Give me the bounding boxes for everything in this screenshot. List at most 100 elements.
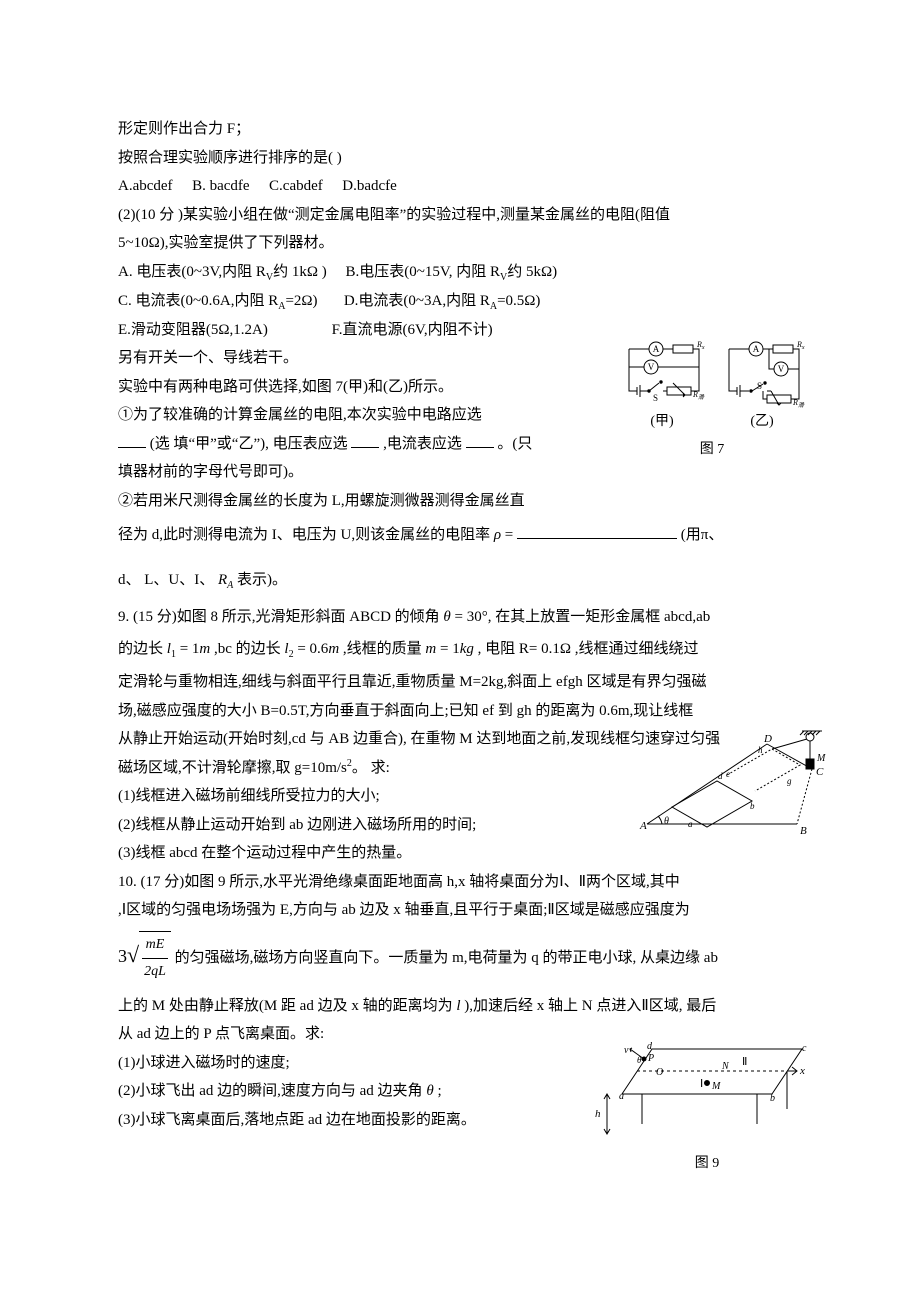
q2-blank2a: ②若用米尺测得金属丝的长度为 L,用螺旋测微器测得金属丝直 — [118, 487, 578, 516]
opt-a: A.abcdef — [118, 178, 173, 194]
formula-3sqrt: 3√mE2qL — [118, 931, 171, 986]
svg-text:M: M — [711, 1081, 721, 1092]
q2-blank1-row: (选 填“甲”或“乙”), 电压表应选 ,电流表应选 。(只 — [118, 430, 578, 459]
fig9-region: x a b c d M N Ⅰ Ⅱ P v θ O h — [118, 1049, 802, 1135]
q9-l4: 场,磁感应强度的大小 B=0.5T,方向垂直于斜面向上;已知 ef 到 gh 的… — [118, 697, 802, 726]
label-yi: (乙) — [717, 409, 807, 436]
svg-text:Ⅱ: Ⅱ — [742, 1056, 747, 1068]
q10-s2: (2)小球飞出 ad 边的瞬间,速度方向与 ad 边夹角 θ ; — [118, 1077, 538, 1106]
q9-l1: 9. (15 分)如图 8 所示,光滑矩形斜面 ABCD 的倾角 θ = 30°… — [118, 603, 802, 632]
svg-text:θ: θ — [664, 816, 669, 827]
q2-itemF: F.直流电源(6V,内阻不计) — [332, 322, 493, 338]
figure-8: M A B C D a b d e h g θ — [632, 729, 832, 839]
q10-l3b: 的匀强磁场,磁场方向竖直向下。一质量为 m,电荷量为 q 的带正电小球, 从桌边… — [175, 950, 718, 966]
q2-blank1a: ①为了较准确的计算金属丝的电阻,本次实验中电路应选 — [118, 401, 578, 430]
q2-more: 另有开关一个、导线若干。 — [118, 344, 578, 373]
q2-blank1e: 填器材前的字母代号即可)。 — [118, 458, 578, 487]
q10-l4: 上的 M 处由静止释放(M 距 ad 边及 x 轴的距离均为 l ),加速后经 … — [118, 992, 802, 1021]
q10-l3: 3√mE2qL 的匀强磁场,磁场方向竖直向下。一质量为 m,电荷量为 q 的带正… — [118, 931, 802, 986]
q2-itemE: E.滑动变阻器(5Ω,1.2A) — [118, 322, 268, 338]
q10-s1: (1)小球进入磁场时的速度; — [118, 1049, 538, 1078]
q2-blank2b: 径为 d,此时测得电流为 I、电压为 U,则该金属丝的电阻率 ρ = — [118, 527, 513, 543]
svg-text:h: h — [595, 1108, 601, 1120]
svg-text:O: O — [656, 1067, 663, 1078]
svg-text:M: M — [816, 753, 826, 764]
svg-text:Ⅰ: Ⅰ — [700, 1078, 703, 1090]
q10-l2: ,Ⅰ区域的匀强电场场强为 E,方向与 ab 边及 x 轴垂直,且平行于桌面;Ⅱ区… — [118, 896, 802, 925]
fig9-caption: 图 9 — [592, 1151, 822, 1178]
svg-text:h: h — [758, 745, 763, 755]
coeff-3: 3 — [118, 946, 127, 966]
blank-ammeter — [466, 434, 494, 448]
prelude-options: A.abcdef B. bacdfe C.cabdef D.badcfe — [118, 172, 802, 201]
svg-text:A: A — [653, 344, 660, 354]
svg-text:d: d — [718, 771, 723, 781]
svg-text:b: b — [750, 801, 755, 811]
blank-circuit — [118, 434, 146, 448]
q2-itemD: D.电流表(0~3A,内阻 RA=0.5Ω) — [344, 293, 541, 309]
figure-7: A Rx V S — [612, 339, 812, 463]
circuit-yi: A Rx V S — [717, 339, 807, 436]
svg-text:V: V — [648, 362, 655, 372]
svg-text:V: V — [778, 364, 785, 374]
prelude-line1: 形定则作出合力 F； — [118, 115, 802, 144]
q2-cd: C. 电流表(0~0.6A,内阻 RA=2Ω) D.电流表(0~3A,内阻 RA… — [118, 287, 802, 316]
svg-text:e: e — [726, 769, 730, 779]
frac-den: 2qL — [142, 959, 168, 986]
q2-itemA: A. 电压表(0~3V,内阻 RV约 1kΩ ) — [118, 264, 327, 280]
q2-figure-region: A Rx V S — [118, 344, 802, 515]
fig9-svg: x a b c d M N Ⅰ Ⅱ P v θ O h — [592, 1039, 812, 1149]
svg-text:A: A — [753, 344, 760, 354]
prelude-line2: 按照合理实验顺序进行排序的是( ) — [118, 144, 802, 173]
blank-voltmeter — [351, 434, 379, 448]
circuit-jia-svg: A Rx V S — [619, 339, 705, 409]
svg-text:g: g — [787, 776, 792, 786]
svg-text:v: v — [624, 1045, 629, 1056]
q2-choose: 实验中有两种电路可供选择,如图 7(甲)和(乙)所示。 — [118, 373, 578, 402]
svg-text:a: a — [688, 819, 693, 829]
svg-text:P: P — [647, 1053, 654, 1064]
q2-blank3: d、 L、U、I、 RA 表示)。 — [118, 566, 802, 595]
svg-text:S: S — [653, 393, 658, 403]
svg-text:D: D — [763, 733, 772, 745]
q2-ab: A. 电压表(0~3V,内阻 RV约 1kΩ ) B.电压表(0~15V, 内阻… — [118, 258, 802, 287]
q9-s3: (3)线框 abcd 在整个运动过程中产生的热量。 — [118, 839, 802, 868]
fig8-svg: M A B C D a b d e h g θ — [632, 729, 832, 839]
svg-text:B: B — [800, 825, 807, 837]
q2-itemB: B.电压表(0~15V, 内阻 RV约 5kΩ) — [346, 264, 558, 280]
svg-text:θ: θ — [637, 1055, 642, 1065]
label-jia: (甲) — [617, 409, 707, 436]
q2-blank1d: 。(只 — [497, 436, 532, 452]
q9-l3: 定滑轮与重物相连,细线与斜面平行且靠近,重物质量 M=2kg,斜面上 efgh … — [118, 668, 802, 697]
svg-text:C: C — [816, 766, 824, 778]
q2-intro1: (2)(10 分 )某实验小组在做“测定金属电阻率”的实验过程中,测量某金属丝的… — [118, 201, 802, 230]
svg-text:R滑: R滑 — [692, 390, 705, 401]
svg-text:b: b — [770, 1093, 775, 1104]
q2-intro2: 5~10Ω),实验室提供了下列器材。 — [118, 229, 802, 258]
q10-l1: 10. (17 分)如图 9 所示,水平光滑绝缘桌面距地面高 h,x 轴将桌面分… — [118, 868, 802, 897]
opt-c: C.cabdef — [269, 178, 323, 194]
fig8-region: M A B C D a b d e h g θ 磁场区域,不计滑轮摩擦,取 g=… — [118, 754, 802, 868]
svg-text:R滑: R滑 — [792, 398, 805, 409]
svg-text:A: A — [639, 820, 647, 832]
svg-text:c: c — [802, 1043, 807, 1054]
frac-num: mE — [142, 932, 168, 960]
q2-blank1c: ,电流表应选 — [383, 436, 462, 452]
svg-text:a: a — [619, 1091, 624, 1102]
fig7-caption: 图 7 — [612, 437, 812, 464]
svg-text:d: d — [647, 1041, 653, 1052]
figure-9: x a b c d M N Ⅰ Ⅱ P v θ O h — [592, 1039, 822, 1178]
q2-itemC: C. 电流表(0~0.6A,内阻 RA=2Ω) — [118, 293, 318, 309]
svg-text:x: x — [799, 1065, 805, 1077]
q9-l2: 的边长 l1 = 1m ,bc 的边长 l2 = 0.6m ,线框的质量 m =… — [118, 635, 802, 664]
opt-d: D.badcfe — [342, 178, 397, 194]
circuit-jia: A Rx V S — [617, 339, 707, 436]
q2-blank1b: (选 填“甲”或“乙”), 电压表应选 — [150, 436, 348, 452]
svg-text:N: N — [721, 1061, 730, 1072]
q2-blank2-row: 径为 d,此时测得电流为 I、电压为 U,则该金属丝的电阻率 ρ = (用π、 — [118, 521, 802, 550]
q10-s3: (3)小球飞离桌面后,落地点距 ad 边在地面投影的距离。 — [118, 1106, 538, 1135]
blank-rho — [517, 525, 677, 539]
q2-blank2c: (用π、 — [681, 527, 724, 543]
circuit-yi-svg: A Rx V S — [719, 339, 805, 409]
svg-text:S: S — [757, 381, 762, 391]
